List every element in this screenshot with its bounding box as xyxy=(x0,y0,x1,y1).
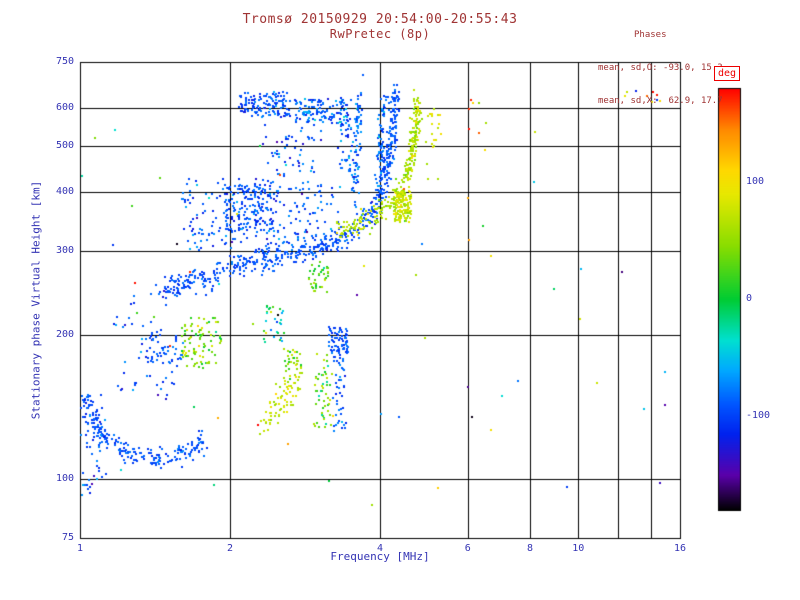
y-tick-label: 750 xyxy=(55,56,74,67)
plot-subtitle: RwPretec (8p) xyxy=(329,27,431,41)
phase-stats-o-line: mean, sd,O: -93.0, 15.3 xyxy=(598,63,723,73)
phase-stats-block: Phases mean, sd,O: -93.0, 15.3 mean, sd,… xyxy=(598,8,788,129)
colorbar-tick-label: -100 xyxy=(746,410,771,422)
colorbar-unit-label: deg xyxy=(714,66,741,81)
y-tick-label: 100 xyxy=(55,472,74,484)
x-axis-label: Frequency [MHz] xyxy=(330,550,430,563)
x-tick-label: 16 xyxy=(673,543,687,554)
x-tick-label: 1 xyxy=(76,543,84,554)
colorbar-tick-label: 100 xyxy=(746,175,765,187)
y-axis-label: Stationary phase Virtual Height [km] xyxy=(29,180,43,420)
phase-stats-header: Phases xyxy=(634,30,667,40)
phase-stats-x-line: mean, sd,X: 62.9, 17.7 xyxy=(598,96,723,106)
y-tick-label: 600 xyxy=(55,102,74,114)
x-tick-label: 6 xyxy=(464,543,471,554)
y-tick-label: 300 xyxy=(55,245,74,257)
colorbar-tick-label: 0 xyxy=(746,293,753,304)
y-tick-label: 200 xyxy=(55,329,74,341)
x-tick-label: 4 xyxy=(376,543,384,554)
x-tick-label: 8 xyxy=(526,543,534,554)
plot-title: Tromsø 20150929 20:54:00-20:55:43 xyxy=(242,12,518,27)
y-tick-label: 75 xyxy=(61,532,74,543)
x-tick-label: 10 xyxy=(572,543,585,554)
y-tick-label: 400 xyxy=(55,185,74,197)
y-tick-label: 500 xyxy=(55,139,74,151)
x-tick-label: 2 xyxy=(226,543,234,554)
